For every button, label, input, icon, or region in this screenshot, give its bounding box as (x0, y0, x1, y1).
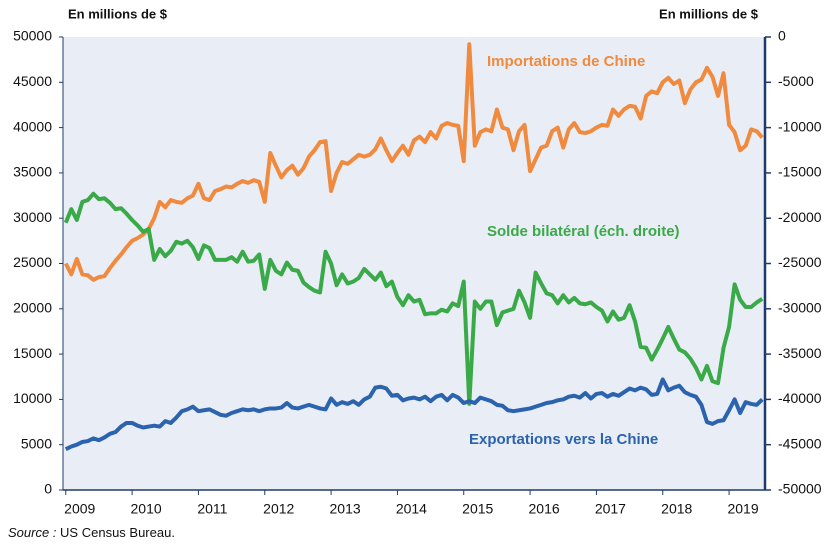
y-tick-label: 40000 (13, 118, 52, 134)
y2-tick-label: -10000 (778, 118, 822, 134)
source-text: US Census Bureau. (60, 525, 175, 540)
y-axis-label: En millions de $ (68, 6, 168, 21)
data-line (63, 191, 764, 406)
y-tick-label: 35000 (13, 164, 52, 180)
y-tick-label: 5000 (21, 435, 52, 451)
y2-tick-label: -45000 (778, 435, 822, 451)
x-tick-label: 2012 (263, 501, 294, 517)
annotation: Exportations vers la Chine (469, 431, 658, 448)
x-tick-label: 2018 (661, 501, 692, 517)
y2-tick-label: -20000 (778, 209, 822, 225)
y2-tick-label: -15000 (778, 164, 822, 180)
x-tick-label: 2013 (330, 501, 361, 517)
x-tick-label: 2014 (396, 501, 427, 517)
y-tick-label: 20000 (13, 300, 52, 316)
y-tick-label: 15000 (13, 345, 52, 361)
x-tick-label: 2009 (64, 501, 95, 517)
annotation: Importations de Chine (487, 53, 645, 70)
annotation: Solde bilatéral (éch. droite) (487, 223, 680, 240)
y-tick-label: 25000 (13, 254, 52, 270)
x-tick-label: 2016 (529, 501, 560, 517)
y2-axis-label: En millions de $ (659, 6, 759, 21)
x-tick-label: 2015 (462, 501, 493, 517)
source-label: Source : (8, 525, 57, 540)
y2-tick-label: 0 (778, 28, 786, 44)
source: Source : US Census Bureau. (8, 525, 175, 540)
data-line (64, 377, 764, 452)
y-tick-label: 10000 (13, 390, 52, 406)
data-line (63, 42, 764, 282)
y2-tick-label: -5000 (778, 73, 814, 89)
y-tick-label: 0 (44, 481, 52, 497)
y2-tick-label: -35000 (778, 345, 822, 361)
y2-tick-label: -50000 (778, 481, 822, 497)
x-tick-label: 2019 (727, 501, 758, 517)
y-tick-label: 50000 (13, 28, 52, 44)
y-tick-label: 30000 (13, 209, 52, 225)
x-tick-label: 2011 (197, 501, 227, 517)
y2-tick-label: -25000 (778, 254, 822, 270)
x-tick-label: 2017 (595, 501, 626, 517)
y-tick-label: 45000 (13, 73, 52, 89)
y2-tick-label: -40000 (778, 390, 822, 406)
y2-tick-label: -30000 (778, 300, 822, 316)
x-tick-label: 2010 (131, 501, 162, 517)
